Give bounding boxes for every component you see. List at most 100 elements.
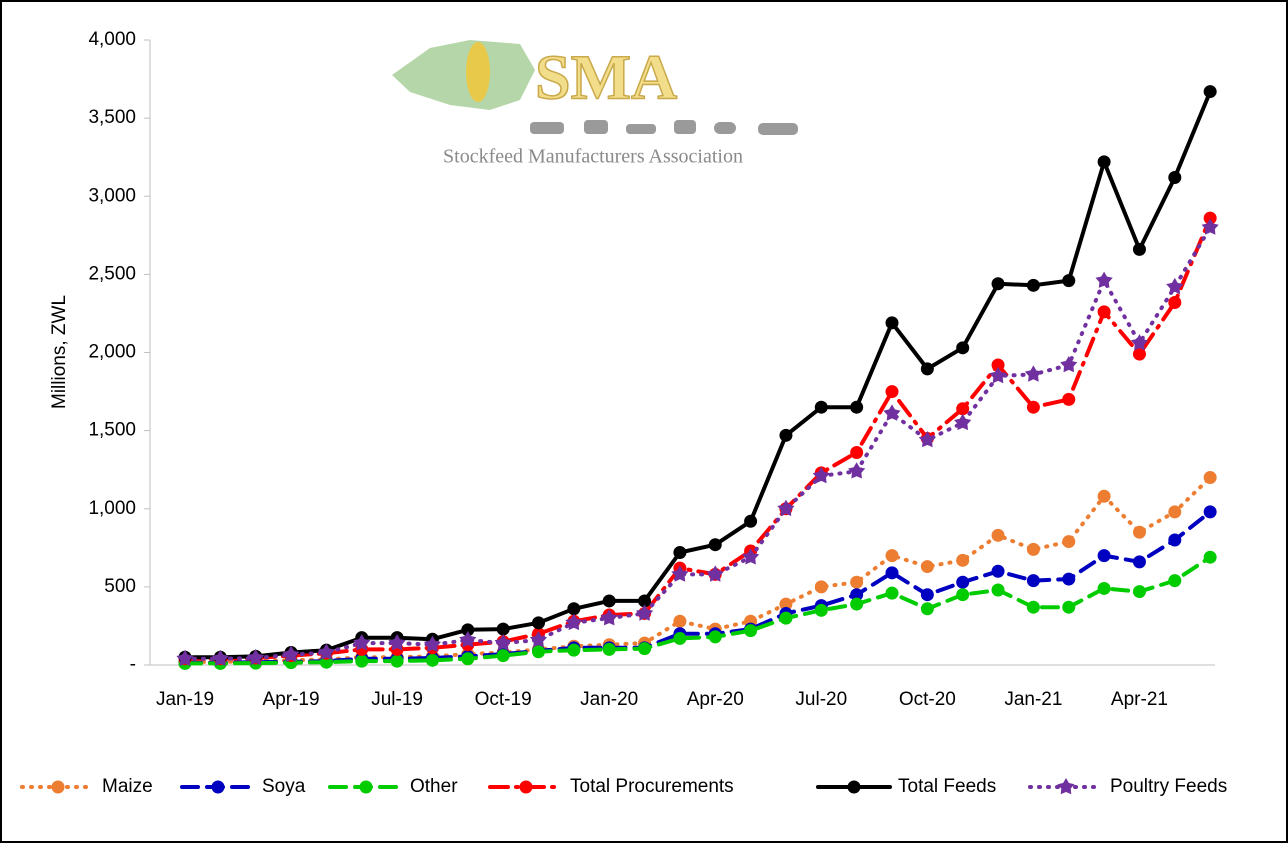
data-point	[744, 624, 758, 638]
data-point	[920, 588, 934, 602]
data-point	[176, 649, 194, 666]
data-point	[991, 277, 1005, 291]
y-tick-label: -	[130, 654, 136, 675]
data-point	[920, 602, 934, 616]
data-point	[956, 588, 970, 602]
data-point	[636, 604, 654, 621]
data-point	[814, 400, 828, 414]
y-tick-label: 1,500	[88, 420, 136, 441]
x-tick-label: Jan-19	[156, 689, 214, 710]
data-point	[1132, 242, 1146, 256]
data-point	[390, 654, 404, 668]
data-point	[1097, 549, 1111, 563]
x-tick-label: Jan-20	[580, 689, 638, 710]
legend-marker	[1057, 778, 1075, 795]
data-point	[777, 499, 795, 516]
data-point	[1024, 365, 1042, 382]
data-point	[1203, 550, 1217, 564]
data-point	[1130, 334, 1148, 351]
data-point	[1097, 305, 1111, 319]
y-axis-label: Millions, ZWL	[49, 295, 70, 409]
data-point	[920, 560, 934, 574]
data-point	[885, 316, 899, 330]
data-point	[1168, 171, 1182, 184]
x-tick-label: Apr-21	[1111, 689, 1168, 710]
data-point	[638, 642, 652, 656]
data-point	[532, 645, 545, 659]
data-point	[708, 630, 722, 644]
data-point	[496, 649, 510, 663]
data-point	[461, 652, 475, 666]
data-point	[567, 602, 581, 616]
data-point	[779, 428, 793, 442]
y-tick-label: 3,000	[88, 185, 136, 206]
data-point	[388, 634, 406, 651]
logo-maize	[466, 42, 490, 102]
data-point	[565, 613, 583, 631]
legend-label: Poultry Feeds	[1110, 776, 1227, 797]
data-point	[989, 366, 1007, 384]
data-point	[319, 655, 333, 669]
data-point	[814, 580, 828, 594]
data-point	[602, 594, 616, 608]
data-point	[247, 649, 265, 666]
data-point	[602, 642, 616, 656]
x-tick-label: Apr-20	[687, 689, 744, 710]
data-point	[1095, 271, 1113, 288]
legend-marker	[847, 780, 861, 794]
data-point	[496, 622, 510, 636]
y-tick-label: 2,000	[88, 342, 136, 363]
data-point	[1132, 585, 1146, 599]
data-point	[461, 623, 475, 637]
y-tick-label: 4,000	[88, 29, 136, 50]
data-point	[1062, 600, 1076, 614]
data-point	[850, 400, 864, 414]
x-tick-label: Jul-20	[795, 689, 847, 710]
data-point	[1132, 347, 1146, 361]
legend-label: Total Feeds	[898, 776, 996, 797]
data-point	[459, 631, 477, 648]
data-point	[1168, 296, 1182, 309]
data-point	[956, 402, 970, 416]
legend-label: Maize	[102, 776, 153, 797]
data-point	[779, 597, 793, 611]
data-point	[1132, 555, 1146, 569]
x-tick-label: Apr-19	[263, 689, 320, 710]
x-tick-label: Jul-19	[371, 689, 423, 710]
data-point	[673, 614, 687, 628]
data-point	[317, 643, 335, 660]
data-point	[918, 431, 936, 448]
data-point	[1168, 574, 1182, 588]
data-point	[956, 341, 970, 355]
logo-tagline: Stockfeed Manufacturers Association	[443, 146, 743, 168]
data-point	[1026, 400, 1040, 414]
y-tick-label: 2,500	[88, 263, 136, 284]
data-point	[954, 413, 972, 431]
logo-animals	[530, 120, 798, 135]
data-point	[742, 548, 760, 565]
data-point	[1097, 581, 1111, 595]
data-point	[1203, 505, 1217, 519]
data-point	[1203, 211, 1217, 225]
data-point	[885, 586, 899, 600]
data-point	[211, 649, 229, 666]
data-point	[850, 575, 864, 589]
data-point	[779, 611, 793, 625]
data-point	[1060, 356, 1078, 373]
data-point	[956, 553, 970, 567]
data-point	[423, 635, 441, 652]
data-point	[885, 385, 899, 399]
data-point	[991, 583, 1005, 597]
data-point	[638, 594, 652, 608]
legend-label: Total Procurements	[570, 776, 734, 797]
y-tick-label: 1,000	[88, 498, 136, 519]
data-point	[744, 514, 758, 528]
data-point	[1062, 572, 1076, 586]
data-point	[600, 609, 618, 626]
data-point	[1168, 533, 1182, 547]
legend-label: Other	[410, 776, 458, 797]
data-point	[567, 643, 581, 657]
data-point	[1026, 574, 1040, 588]
legend-marker	[211, 780, 225, 794]
